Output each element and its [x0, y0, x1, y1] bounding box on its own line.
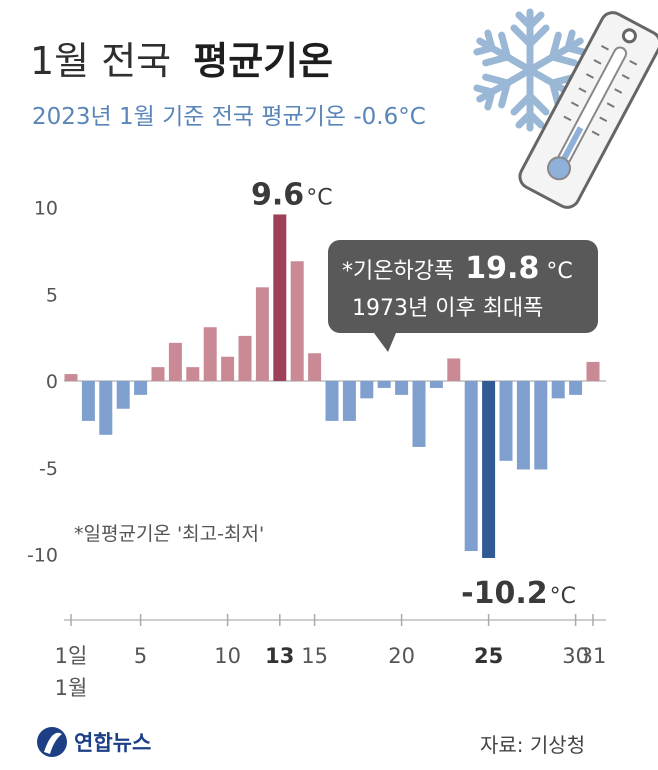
- callout-unit: °C: [546, 259, 572, 284]
- bar-day-26: [499, 381, 513, 461]
- logo-text: 연합뉴스: [74, 731, 151, 755]
- bar-day-22: [429, 381, 443, 388]
- bar-day-10: [221, 356, 235, 381]
- x-tick-label: 13: [265, 644, 294, 668]
- x-tick-label: 1일: [55, 644, 88, 668]
- callout-line2: 1973년 이후 최대폭: [352, 296, 543, 321]
- footnote: *일평균기온 '최고-최저': [74, 523, 264, 545]
- bar-day-25: [482, 381, 496, 558]
- callout-value: 19.8: [465, 251, 539, 286]
- bar-day-2: [81, 381, 95, 421]
- bar-day-18: [360, 381, 374, 399]
- y-tick-label: 0: [46, 371, 58, 393]
- x-tick-label: 10: [214, 644, 241, 668]
- bar-day-13: [273, 214, 287, 381]
- source: 자료: 기상청: [480, 733, 585, 757]
- callout: *기온하강폭 19.8 °C 1973년 이후 최대폭: [328, 240, 598, 352]
- bar-day-28: [534, 381, 548, 470]
- callout-prefix: *기온하강폭: [342, 259, 454, 284]
- title-bold: 평균기온: [193, 39, 333, 83]
- bar-day-6: [151, 367, 165, 381]
- y-tick-label: -5: [39, 458, 58, 480]
- logo: 연합뉴스: [37, 727, 151, 757]
- page-title: 1월 전국 평균기온: [30, 39, 333, 83]
- x-tick-label: 31: [580, 644, 607, 668]
- bar-day-29: [551, 381, 565, 399]
- y-tick-label: 10: [34, 198, 58, 220]
- bar-day-9: [203, 327, 217, 381]
- bar-day-27: [516, 381, 530, 470]
- x-tick-label: 15: [301, 644, 328, 668]
- min-value-label: -10.2°C: [461, 576, 576, 611]
- bar-day-14: [290, 261, 304, 381]
- bar-day-20: [395, 381, 409, 395]
- bar-day-17: [342, 381, 356, 421]
- thermometer-icon: [518, 11, 658, 209]
- bar-day-8: [186, 367, 200, 381]
- bar-day-30: [569, 381, 583, 395]
- bar-day-21: [412, 381, 426, 447]
- title-light: 1월 전국: [30, 39, 171, 83]
- bar-day-23: [447, 358, 461, 381]
- max-value-label: 9.6°C: [251, 177, 333, 212]
- x-tick-label: 25: [474, 644, 503, 668]
- bar-day-3: [99, 381, 113, 435]
- y-tick-label: 5: [46, 284, 58, 306]
- logo-icon: [37, 727, 67, 757]
- bar-day-5: [134, 381, 148, 395]
- snowflake-icon: [472, 8, 588, 128]
- bar-day-1: [64, 374, 78, 381]
- y-tick-label: -10: [27, 545, 58, 567]
- bar-day-4: [116, 381, 130, 409]
- bar-day-16: [325, 381, 339, 421]
- bar-day-12: [255, 287, 269, 381]
- bar-day-11: [238, 335, 252, 381]
- x-month-label: 1월: [55, 676, 88, 700]
- bar-day-15: [308, 353, 322, 381]
- x-tick-label: 30: [562, 644, 589, 668]
- bar-day-7: [168, 342, 182, 381]
- x-tick-label: 5: [134, 644, 147, 668]
- bar-day-24: [464, 381, 478, 552]
- bar-day-19: [377, 381, 391, 388]
- callout-line1: *기온하강폭 19.8 °C: [342, 251, 573, 286]
- subtitle: 2023년 1월 기준 전국 평균기온 -0.6°C: [32, 104, 426, 130]
- x-tick-label: 20: [388, 644, 415, 668]
- bar-day-31: [586, 361, 600, 381]
